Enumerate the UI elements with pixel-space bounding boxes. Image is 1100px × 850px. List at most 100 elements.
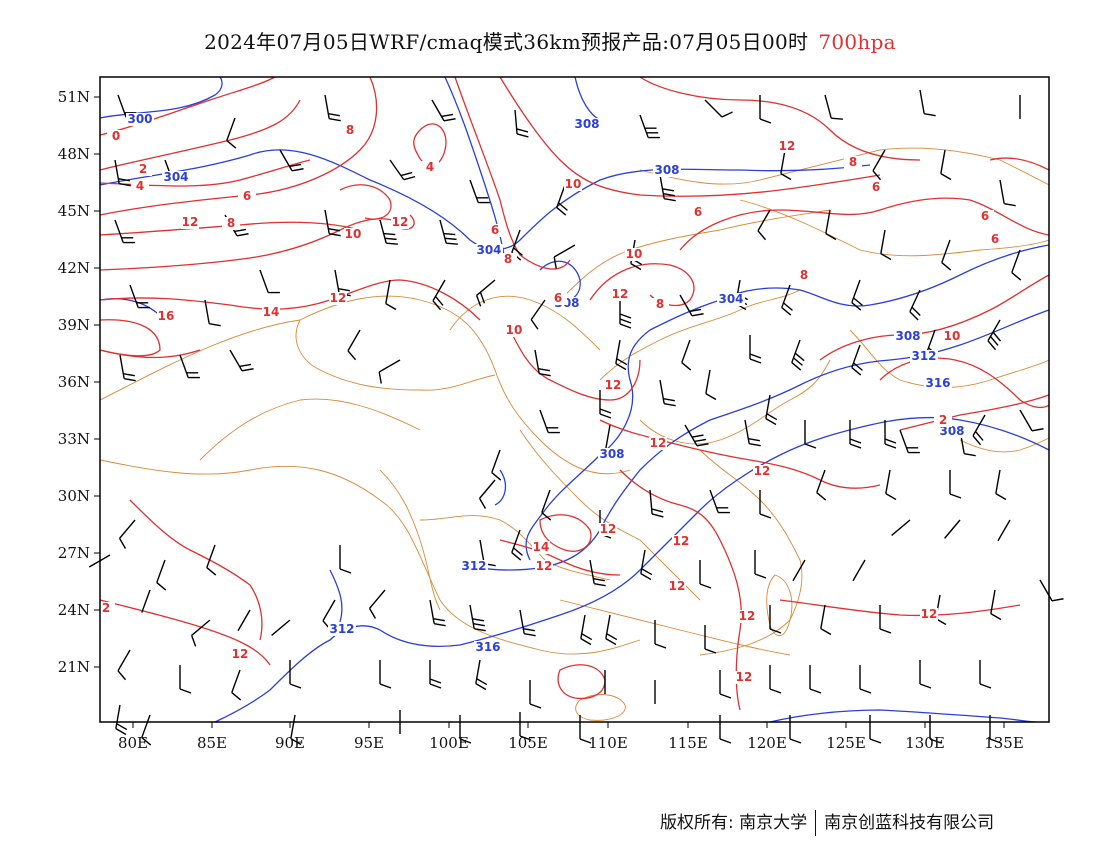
temperature-contour-line — [679, 197, 1050, 251]
wind-barb — [719, 715, 732, 744]
temperature-contour-label: 12 — [754, 464, 771, 478]
boundary-line — [99, 459, 641, 655]
temp-label-bg — [753, 465, 771, 478]
wind-barb — [579, 715, 592, 744]
height-contour-label: 308 — [939, 424, 964, 438]
temp-label-bg — [262, 306, 280, 319]
temp-label-bg — [505, 324, 523, 337]
wind-barb — [432, 279, 446, 311]
wind-barb — [431, 99, 456, 122]
temperature-contour-label: 16 — [158, 309, 175, 323]
wind-barb — [389, 159, 416, 181]
boundary-line — [379, 469, 441, 611]
lat-tick-label: 45N — [58, 202, 90, 220]
temperature-contour-line — [989, 157, 1050, 171]
wind-barb — [118, 519, 136, 549]
wind-barb — [816, 469, 827, 501]
wind-barb — [759, 95, 772, 124]
lat-tick-label: 39N — [58, 316, 90, 334]
lat-tick-label: 36N — [58, 373, 90, 391]
temp-label-bg — [976, 210, 994, 223]
wind-barb — [940, 149, 952, 181]
temperature-contour-label: 8 — [504, 252, 512, 266]
temperature-contour-label: 12 — [612, 287, 629, 301]
temp-label-bg — [604, 379, 622, 392]
wind-barb — [529, 680, 542, 709]
temperature-contour-label: 6 — [243, 189, 251, 203]
temp-label-bg — [134, 163, 152, 176]
temperature-contour-label: 12 — [600, 522, 617, 536]
wind-barb — [534, 349, 551, 377]
lon-tick-label: 120E — [747, 734, 787, 752]
boundary-layer — [99, 147, 1050, 721]
wind-barb — [757, 209, 771, 241]
height-contour-line — [329, 569, 343, 623]
temp-label-bg — [131, 180, 149, 193]
temperature-contour-label: 10 — [506, 323, 523, 337]
height-contour-line — [99, 298, 166, 321]
height-label-bg — [598, 448, 626, 461]
temp-label-bg — [238, 190, 256, 203]
temperature-contour-label: 6 — [981, 209, 989, 223]
temp-label-bg — [735, 671, 753, 684]
height-label-bg — [924, 377, 952, 390]
wind-barb — [190, 619, 211, 647]
wind-barb — [599, 390, 612, 419]
wind-barb — [478, 479, 496, 509]
temperature-contour-line — [779, 599, 1021, 617]
wind-barb — [781, 284, 793, 316]
wind-barb — [259, 269, 280, 294]
temp-label-bg — [549, 292, 567, 305]
wind-barb — [659, 379, 676, 407]
wind-barb — [979, 660, 992, 689]
height-contour-label: 316 — [475, 640, 500, 654]
temp-label-bg — [532, 541, 550, 554]
wind-barb — [368, 589, 386, 619]
lon-tick-label: 105E — [508, 734, 548, 752]
wind-barb — [530, 299, 546, 330]
wind-barb — [749, 335, 762, 364]
lat-tick-label: 42N — [58, 259, 90, 277]
wind-barb — [909, 289, 921, 321]
temperature-contour-label: 12 — [392, 215, 409, 229]
temp-label-bg — [329, 292, 347, 305]
boundary-line — [199, 398, 421, 461]
temp-label-bg — [649, 437, 667, 450]
wind-barb — [206, 544, 217, 576]
wind-barb — [556, 184, 568, 216]
temperature-contour-label: 6 — [872, 180, 880, 194]
wind-barb — [754, 550, 767, 579]
temperature-contour-label: 12 — [536, 559, 553, 573]
temp-label-bg — [222, 217, 240, 230]
wind-barb — [972, 414, 986, 446]
temp-label-bg — [599, 523, 617, 536]
height-contour-label: 304 — [476, 243, 501, 257]
boundary-line — [699, 449, 803, 656]
wind-barb-layer — [88, 89, 1064, 746]
wind-barb — [1019, 409, 1044, 432]
wind-barb — [884, 420, 897, 449]
height-label-bg — [717, 293, 745, 306]
temp-label-bg — [668, 580, 686, 593]
temp-label-bg — [625, 248, 643, 261]
wind-barb — [615, 339, 628, 371]
boundary-line — [559, 209, 831, 301]
footer-divider — [815, 810, 817, 836]
height-contour-label: 304 — [718, 292, 743, 306]
temperature-contour-line — [819, 274, 1050, 361]
temperature-contour-line — [879, 357, 1050, 409]
height-contour-label: 308 — [895, 329, 920, 343]
height-contour-label: 316 — [925, 376, 950, 390]
wind-barb — [704, 625, 717, 654]
wind-barb — [705, 369, 717, 401]
wind-barb — [589, 559, 606, 587]
wind-barb — [990, 589, 1002, 621]
wind-barb — [459, 715, 472, 744]
taiwan-outline — [766, 574, 793, 637]
wind-barb — [279, 149, 304, 172]
wind-barb — [780, 149, 792, 181]
temperature-contour-label: 4 — [426, 160, 434, 174]
height-contour-line — [494, 469, 507, 506]
temp-label-bg — [795, 269, 813, 282]
wind-barb — [849, 420, 862, 449]
